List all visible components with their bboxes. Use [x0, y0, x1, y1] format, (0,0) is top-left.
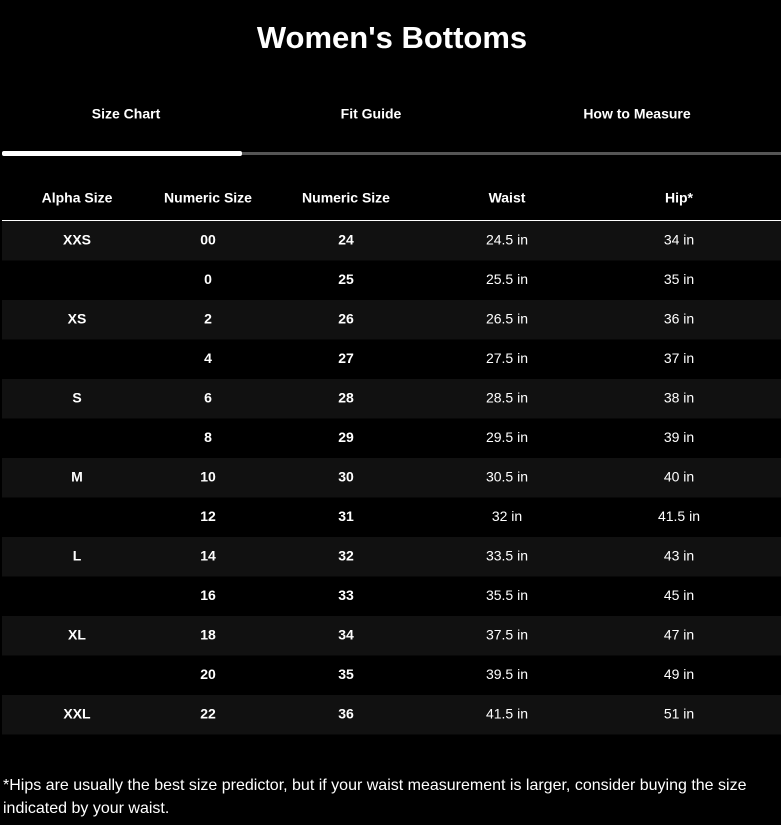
tab[interactable]: Fit Guide	[341, 106, 402, 122]
size-chart: Women's Bottoms Size Chart Fit Guide How t…	[2, 20, 781, 735]
table-cell: 0	[204, 271, 212, 287]
table-cell: XS	[68, 310, 87, 326]
table-cell: 8	[204, 429, 212, 445]
table-cell: 28	[338, 389, 354, 405]
table-cell: 31	[338, 508, 354, 524]
table-cell: 29.5 in	[486, 429, 528, 445]
column-header: Alpha Size	[42, 190, 113, 206]
table-cell: 35 in	[664, 271, 694, 287]
table-cell: 51 in	[664, 705, 694, 721]
column-header: Numeric Size	[302, 190, 390, 206]
table-cell: 22	[200, 705, 216, 721]
table-cell: 2	[204, 310, 212, 326]
table-cell: 25	[338, 271, 354, 287]
row-stripe	[2, 300, 781, 340]
row-stripe	[2, 537, 781, 577]
table-cell: 37.5 in	[486, 626, 528, 642]
table-cell: 39.5 in	[486, 666, 528, 682]
tab[interactable]: Size Chart	[92, 106, 161, 122]
table-cell: 25.5 in	[486, 271, 528, 287]
table-cell: 24	[338, 231, 354, 247]
table-cell: 18	[200, 626, 216, 642]
table-cell: 4	[204, 350, 212, 366]
table-cell: XL	[68, 626, 86, 642]
table-cell: 16	[200, 587, 216, 603]
tab[interactable]: How to Measure	[583, 106, 691, 122]
table-cell: 24.5 in	[486, 231, 528, 247]
tab-track	[242, 152, 781, 155]
table-cell: XXL	[63, 705, 91, 721]
page-title: Women's Bottoms	[257, 20, 527, 55]
table-cell: 36 in	[664, 310, 694, 326]
tab-indicator	[2, 151, 242, 156]
table-cell: 20	[200, 666, 216, 682]
row-stripe	[2, 221, 781, 261]
column-header: Waist	[489, 190, 526, 206]
row-stripe	[2, 616, 781, 656]
table-cell: 10	[200, 468, 216, 484]
table-cell: 28.5 in	[486, 389, 528, 405]
table-cell: 34	[338, 626, 354, 642]
column-header: Numeric Size	[164, 190, 252, 206]
table-cell: 32 in	[492, 508, 522, 524]
row-stripe	[2, 379, 781, 419]
table-cell: 14	[200, 547, 216, 563]
table-cell: 41.5 in	[658, 508, 700, 524]
table-cell: L	[73, 547, 82, 563]
table-cell: 45 in	[664, 587, 694, 603]
table-cell: XXS	[63, 231, 91, 247]
table-cell: 34 in	[664, 231, 694, 247]
table-cell: 29	[338, 429, 354, 445]
table-cell: 43 in	[664, 547, 694, 563]
table-cell: M	[71, 468, 83, 484]
table-cell: 49 in	[664, 666, 694, 682]
table-cell: 30.5 in	[486, 468, 528, 484]
table-cell: 27.5 in	[486, 350, 528, 366]
table-cell: 27	[338, 350, 354, 366]
table-cell: 6	[204, 389, 212, 405]
table-cell: 47 in	[664, 626, 694, 642]
table-cell: 00	[200, 231, 216, 247]
table-cell: 39 in	[664, 429, 694, 445]
table-cell: 38 in	[664, 389, 694, 405]
table-cell: 41.5 in	[486, 705, 528, 721]
table-cell: 33.5 in	[486, 547, 528, 563]
table-cell: 36	[338, 705, 354, 721]
table-cell: 35.5 in	[486, 587, 528, 603]
table-cell: 37 in	[664, 350, 694, 366]
table-cell: 30	[338, 468, 354, 484]
table-cell: 26	[338, 310, 354, 326]
row-stripe	[2, 695, 781, 735]
row-stripe	[2, 458, 781, 498]
table-cell: 33	[338, 587, 354, 603]
table-cell: 40 in	[664, 468, 694, 484]
table-cell: 35	[338, 666, 354, 682]
footnote: *Hips are usually the best size predicto…	[3, 777, 747, 817]
table-cell: 26.5 in	[486, 310, 528, 326]
column-header: Hip*	[665, 190, 694, 206]
table-cell: 32	[338, 547, 354, 563]
table-cell: S	[72, 389, 81, 405]
table-cell: 12	[200, 508, 216, 524]
